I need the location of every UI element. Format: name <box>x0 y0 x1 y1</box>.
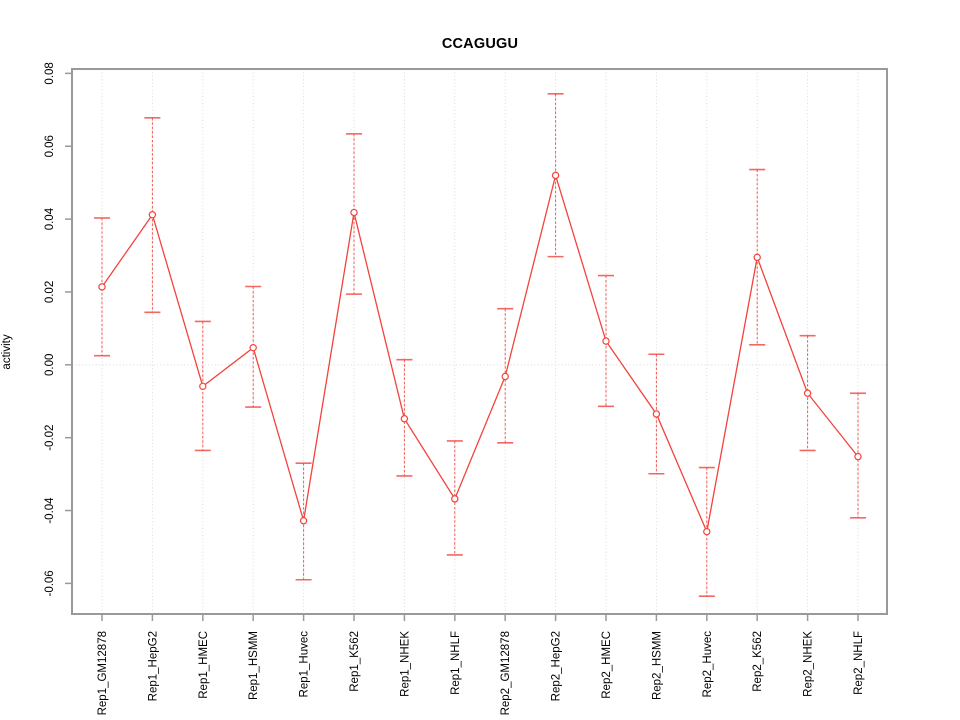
data-point <box>249 343 257 352</box>
data-point <box>400 415 409 423</box>
plot-border <box>71 68 888 615</box>
data-point <box>98 283 106 291</box>
y-tick-label: 0.04 <box>44 207 56 230</box>
x-tick-label: Rep1_HMEC <box>198 631 210 699</box>
y-tick-label: 0.06 <box>44 135 56 157</box>
x-tick-label: Rep2_NHEK <box>803 631 815 697</box>
x-tick-label: Rep1_K562 <box>349 631 361 692</box>
y-tick-label: 0.02 <box>44 281 56 303</box>
data-point <box>803 389 812 397</box>
x-tick-label: Rep2_Huvec <box>702 631 714 698</box>
data-point <box>451 495 459 503</box>
y-tick-label: -0.02 <box>44 425 56 451</box>
data-point <box>501 372 509 381</box>
series-line <box>101 172 859 534</box>
x-tick-label: Rep2_HSMM <box>651 631 663 700</box>
x-tick-label: Rep1_NHEK <box>399 631 411 697</box>
y-tick-label: -0.06 <box>44 570 56 596</box>
x-tick-label: Rep2_GM12878 <box>500 631 512 715</box>
data-point <box>652 410 661 418</box>
y-tick-label: -0.04 <box>44 497 56 524</box>
x-tick-label: Rep1_HepG2 <box>147 631 159 701</box>
y-tick-label: 0.00 <box>44 354 56 376</box>
x-tick-label: Rep2_K562 <box>752 631 764 692</box>
data-point <box>199 382 207 391</box>
data-point <box>703 527 711 536</box>
chart-title: CCAGUGU <box>441 36 519 52</box>
x-tick-label: Rep1_HSMM <box>248 631 260 700</box>
data-point <box>551 171 560 180</box>
x-tick-label: Rep1_GM12878 <box>97 631 109 715</box>
y-tick-label: 0.08 <box>44 62 56 84</box>
x-tick-label: Rep1_NHLF <box>450 631 462 695</box>
data-point <box>350 208 358 217</box>
data-point <box>602 337 610 345</box>
x-tick-label: Rep1_Huvec <box>299 631 311 698</box>
data-point <box>854 452 862 461</box>
y-axis-label: activity <box>1 334 13 370</box>
data-point <box>148 211 157 219</box>
x-tick-label: Rep2_HMEC <box>601 631 613 699</box>
x-tick-label: Rep2_HepG2 <box>551 631 563 701</box>
data-point <box>299 517 308 525</box>
data-point <box>753 253 761 262</box>
x-tick-label: Rep2_NHLF <box>853 631 865 695</box>
